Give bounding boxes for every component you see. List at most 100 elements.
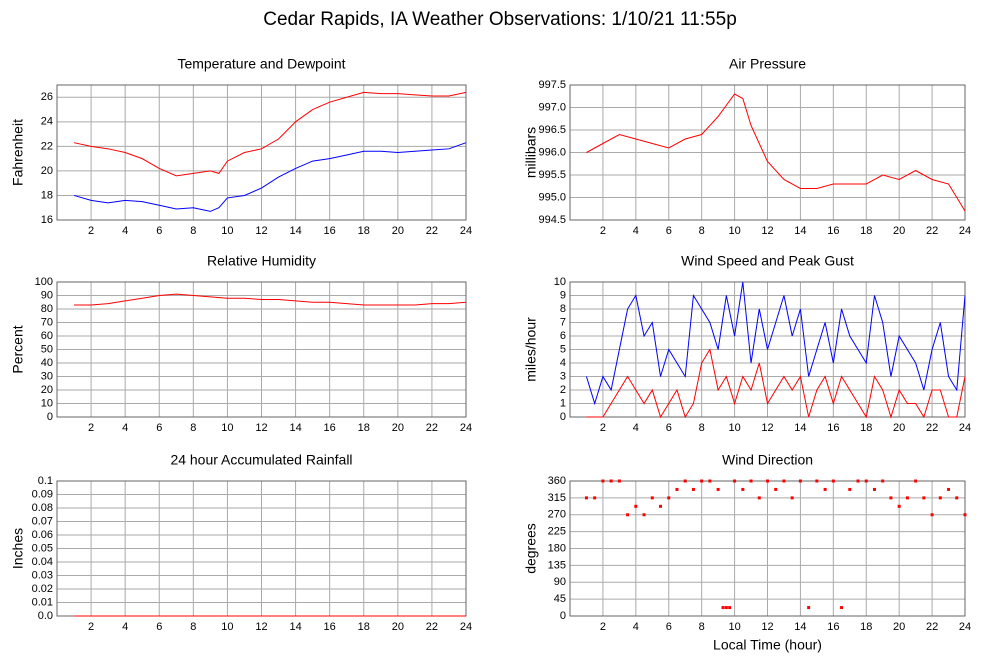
data-point [675, 487, 679, 491]
y-tick-label: 0.06 [32, 529, 53, 541]
y-tick-label: 80 [41, 303, 53, 315]
data-point [749, 479, 753, 483]
data-point [708, 479, 712, 483]
data-point [617, 479, 621, 483]
data-point [955, 496, 959, 500]
chart-title: Relative Humidity [207, 253, 316, 269]
y-tick-label: 40 [41, 357, 53, 369]
x-tick-label: 16 [324, 422, 336, 434]
data-point [741, 487, 745, 491]
y-tick-label: 7 [560, 316, 566, 328]
y-tick-label: 995.0 [538, 191, 566, 203]
y-tick-label: 6 [560, 330, 566, 342]
x-tick-label: 4 [122, 621, 128, 633]
x-tick-label: 22 [926, 422, 938, 434]
y-tick-label: 225 [548, 526, 566, 538]
plot-frame [56, 84, 467, 221]
y-tick-label: 997.0 [538, 101, 566, 113]
x-tick-label: 8 [190, 621, 196, 633]
x-tick-label: 12 [761, 225, 773, 237]
x-tick-label: 24 [959, 225, 971, 237]
y-tick-label: 26 [41, 91, 53, 103]
x-tick-label: 18 [358, 621, 370, 633]
x-tick-label: 12 [255, 621, 267, 633]
x-tick-label: 6 [156, 621, 162, 633]
data-point [584, 496, 588, 500]
chart-title: Air Pressure [729, 56, 806, 72]
data-point [807, 606, 811, 610]
x-tick-label: 6 [666, 225, 672, 237]
x-tick-label: 4 [122, 422, 128, 434]
data-point [724, 606, 728, 610]
y-tick-label: 0.07 [32, 515, 53, 527]
y-tick-label: 135 [548, 559, 566, 571]
data-line [585, 281, 966, 406]
y-tick-label: 997.5 [538, 79, 566, 91]
data-point [733, 479, 737, 483]
x-tick-label: 2 [600, 422, 606, 434]
x-tick-label: 22 [926, 225, 938, 237]
x-tick-label: 2 [88, 621, 94, 633]
y-tick-label: 30 [41, 370, 53, 382]
y-tick-label: 3 [560, 370, 566, 382]
y-tick-label: 995.5 [538, 169, 566, 181]
y-tick-label: 45 [554, 593, 566, 605]
data-point [593, 496, 597, 500]
data-point [626, 513, 630, 517]
x-tick-label: 24 [959, 422, 971, 434]
data-point [815, 479, 819, 483]
chart-title: Wind Direction [722, 452, 813, 468]
x-tick-label: 16 [827, 422, 839, 434]
x-tick-label: 10 [728, 225, 740, 237]
x-tick-label: 24 [460, 225, 472, 237]
x-tick-label: 8 [190, 422, 196, 434]
y-tick-label: 9 [560, 289, 566, 301]
y-tick-label: 22 [41, 140, 53, 152]
y-axis-label: degrees [523, 523, 539, 574]
data-point [823, 487, 827, 491]
y-tick-label: 60 [41, 330, 53, 342]
y-tick-label: 0.09 [32, 488, 53, 500]
data-point [840, 606, 844, 610]
x-tick-label: 6 [666, 422, 672, 434]
x-tick-label: 20 [392, 621, 404, 633]
x-tick-label: 18 [358, 422, 370, 434]
x-tick-label: 18 [860, 422, 872, 434]
y-tick-label: 0.02 [32, 583, 53, 595]
x-tick-label: 10 [728, 422, 740, 434]
data-point [947, 487, 951, 491]
x-tick-label: 12 [255, 225, 267, 237]
x-tick-label: 18 [358, 225, 370, 237]
data-point [790, 496, 794, 500]
x-tick-label: 6 [156, 225, 162, 237]
page-title: Cedar Rapids, IA Weather Observations: 1… [263, 9, 737, 30]
x-tick-label: 2 [600, 225, 606, 237]
x-tick-label: 4 [633, 621, 639, 633]
chart-title: Temperature and Dewpoint [177, 56, 345, 72]
y-tick-label: 90 [41, 289, 53, 301]
x-tick-label: 2 [600, 621, 606, 633]
chart-title: Wind Speed and Peak Gust [681, 253, 854, 269]
y-tick-label: 10 [554, 276, 566, 288]
x-tick-label: 20 [893, 422, 905, 434]
y-tick-label: 24 [41, 116, 53, 128]
y-tick-label: 0 [560, 610, 566, 622]
x-tick-label: 10 [221, 422, 233, 434]
data-line [73, 91, 467, 177]
x-tick-label: 4 [122, 225, 128, 237]
data-point [667, 496, 671, 500]
plot-frame [569, 281, 966, 418]
y-tick-label: 0.1 [38, 475, 53, 487]
x-tick-label: 8 [190, 225, 196, 237]
chart-title: 24 hour Accumulated Rainfall [170, 452, 352, 468]
x-tick-label: 16 [827, 225, 839, 237]
y-tick-label: 18 [41, 189, 53, 201]
x-tick-label: 8 [699, 422, 705, 434]
y-tick-label: 5 [560, 343, 566, 355]
x-tick-label: 24 [959, 621, 971, 633]
x-tick-label: 8 [699, 621, 705, 633]
x-tick-label: 14 [289, 621, 301, 633]
x-tick-label: 10 [221, 621, 233, 633]
y-tick-label: 315 [548, 492, 566, 504]
x-tick-label: 22 [426, 225, 438, 237]
